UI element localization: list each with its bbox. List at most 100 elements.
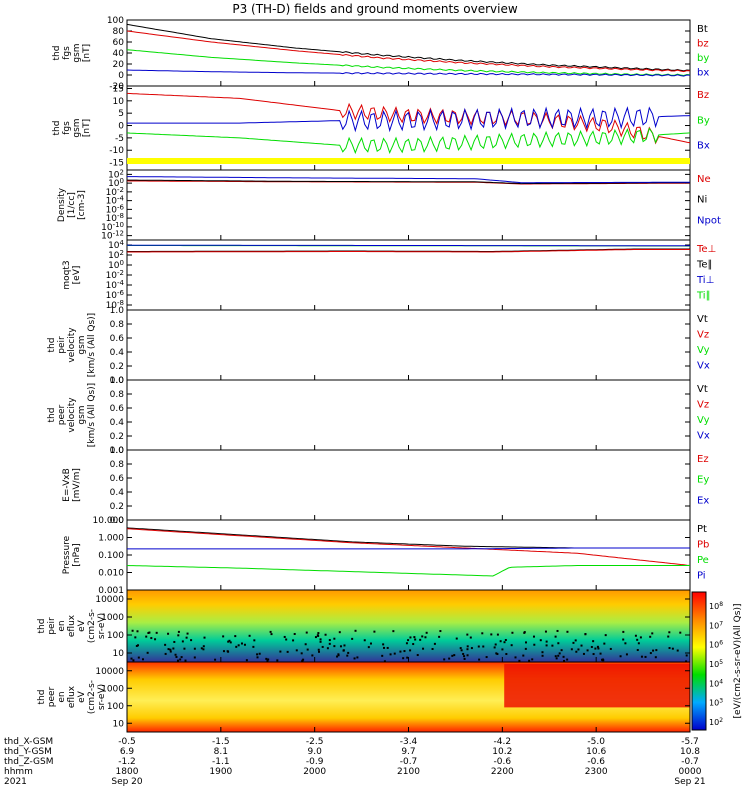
spectrogram-noise [505, 653, 508, 656]
y-tick-label: -15 [109, 159, 124, 169]
spectrogram-noise [381, 654, 384, 657]
spectrogram-noise [649, 635, 652, 638]
y-tick-label: 10.000 [93, 516, 125, 526]
spectrogram-noise [346, 654, 349, 657]
spectrogram-noise [554, 655, 557, 658]
y-axis-label-line: eV [77, 690, 87, 703]
spectrogram-noise [148, 631, 151, 634]
spectrogram-noise [169, 650, 172, 653]
x-tick-label: -0.7 [400, 757, 418, 767]
spectrogram-noise [193, 647, 196, 650]
legend-entry-Ne: Ne [697, 174, 711, 185]
legend-entry-Pb: Pb [697, 540, 709, 551]
x-tick-label: 6.9 [120, 747, 135, 757]
y-tick-label: 1000 [101, 684, 124, 694]
x-tick-label: 9.0 [308, 747, 323, 757]
y-tick-label: 10-12 [101, 230, 124, 242]
y-axis-label-line: E=-VxB [62, 468, 72, 502]
spectrogram-noise [222, 635, 225, 638]
spectrogram-noise [652, 649, 655, 652]
spectrogram-noise [228, 639, 231, 642]
y-axis-label-line: Density [57, 187, 67, 222]
panel-frame [126, 519, 691, 591]
y-tick-label: 10-2 [106, 269, 124, 281]
spectrogram-noise [167, 648, 170, 651]
spectrogram-noise [393, 652, 396, 655]
spectrogram-noise [150, 637, 153, 640]
spectrogram-noise [304, 643, 307, 646]
y-axis-label-line: (cm2-s- [87, 609, 97, 643]
legend-entry-Ey: Ey [697, 475, 709, 486]
spectrogram-noise [154, 638, 157, 641]
spectrogram-noise [412, 643, 415, 646]
x-tick-label: 10.2 [492, 747, 512, 757]
spectrogram-noise [169, 648, 172, 651]
y-tick-label: 0.0 [110, 446, 125, 456]
spectrogram-noise [300, 652, 303, 655]
spectrogram-noise [181, 640, 184, 643]
x-tick-label: 2300 [585, 767, 608, 777]
y-tick-label: 0.4 [110, 418, 125, 428]
spectrogram-noise [193, 656, 196, 659]
spectrogram-noise [604, 634, 607, 637]
spectrogram-noise [478, 658, 481, 661]
y-tick-label: 104 [108, 239, 124, 251]
spectrogram-noise [494, 643, 497, 646]
spectrogram-noise [226, 650, 229, 653]
spectrogram-noise [532, 635, 535, 638]
spectrogram-noise [525, 641, 528, 644]
spectrogram-noise [577, 648, 580, 651]
spectrogram-noise [386, 646, 389, 649]
spectrogram-noise [584, 633, 587, 636]
legend-entry-Vx: Vx [697, 431, 710, 442]
spectrogram-noise [202, 648, 205, 651]
series-Bz [126, 92, 691, 145]
spectrogram-noise [619, 655, 622, 658]
spectrogram-noise [510, 644, 513, 647]
x-tick-label: Sep 20 [111, 777, 143, 787]
yellow-band [127, 158, 690, 164]
spectrogram-noise [671, 647, 674, 650]
spectrogram-noise [524, 647, 527, 650]
spectrogram-noise [286, 650, 289, 653]
spectrogram-noise [343, 644, 346, 647]
spectrogram-noise [382, 643, 385, 646]
y-axis-label: thd peer velocity gsm [km/s (All Qs)] [47, 383, 97, 447]
spectrogram-noise [556, 629, 559, 632]
spectrogram-noise [685, 654, 688, 657]
spectrogram-noise [406, 656, 409, 659]
y-axis-label-line: fgs [62, 46, 72, 60]
spectrogram-noise [596, 645, 599, 648]
spectrogram-noise [422, 647, 425, 650]
spectrogram-noise [490, 633, 493, 636]
spectrogram-noise [463, 657, 466, 660]
spectrogram-noise [190, 639, 193, 642]
spectrogram-noise [185, 636, 188, 639]
spectrogram-noise [351, 637, 354, 640]
spectrogram-noise [496, 633, 499, 636]
spectrogram-noise [248, 634, 251, 637]
y-axis-label: moqt3 [eV] [62, 260, 82, 289]
legend-entry-Bt: Bt [697, 24, 708, 35]
spectrogram-noise [501, 648, 504, 651]
spectrogram-noise [625, 653, 628, 656]
spectrogram-noise [172, 647, 175, 650]
spectrogram-noise [305, 631, 308, 634]
y-axis-label: thd fgs gsm [nT] [52, 43, 92, 62]
spectrogram-noise [177, 634, 180, 637]
spectrogram-noise [539, 639, 542, 642]
spectrogram-noise [469, 636, 472, 639]
spectrogram-noise [644, 655, 647, 658]
spectrogram-noise [582, 652, 585, 655]
series-Te⊥ [127, 249, 690, 253]
spectrogram-noise [438, 635, 441, 638]
x-row-label: thd_Z-GSM [4, 757, 53, 767]
spectrogram-noise [269, 630, 272, 633]
spectrogram-noise [253, 639, 256, 642]
spectrogram-noise [135, 644, 138, 647]
spectrogram-noise [460, 649, 463, 652]
x-row-label: hhmm [4, 767, 33, 777]
x-tick-label: -3.4 [400, 737, 418, 747]
y-tick-label: 10-10 [101, 221, 124, 233]
